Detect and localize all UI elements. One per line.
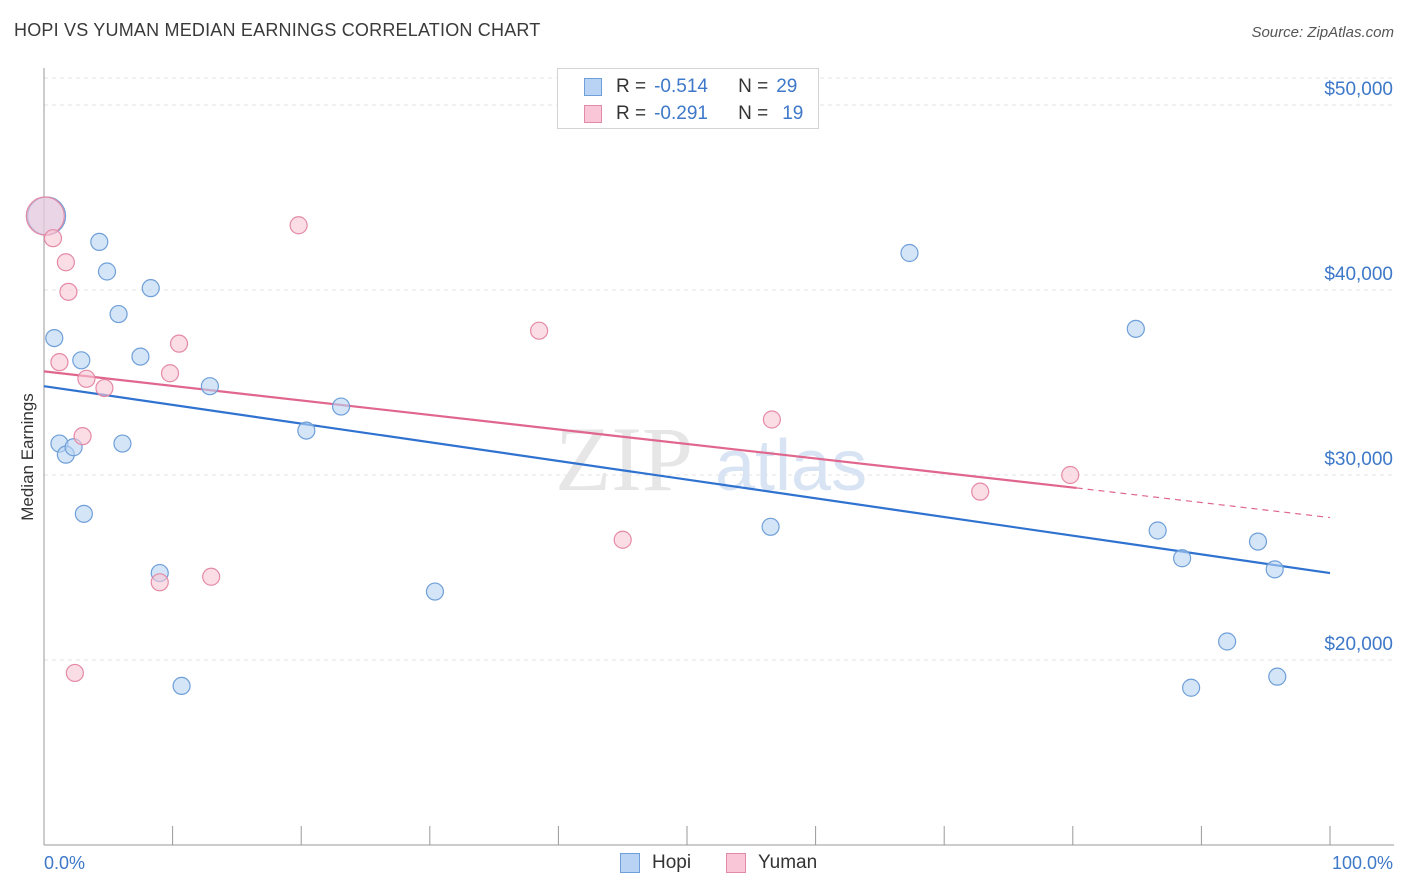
hopi-point xyxy=(297,421,316,440)
chart-title: HOPI VS YUMAN MEDIAN EARNINGS CORRELATIO… xyxy=(14,20,541,40)
hopi-point xyxy=(90,232,109,251)
yuman-trend-extension xyxy=(1076,487,1331,519)
yuman-point xyxy=(59,282,78,301)
hopi-point xyxy=(131,347,150,366)
y-tick-label: $30,000 xyxy=(1324,449,1393,470)
n-label: N = xyxy=(738,103,769,124)
hopi-n-value: 29 xyxy=(776,76,798,97)
hopi-point xyxy=(1182,678,1201,697)
x-tick-label: 0.0% xyxy=(44,853,85,873)
hopi-point xyxy=(45,329,64,348)
hopi-point xyxy=(113,434,132,453)
yuman-point xyxy=(65,663,84,683)
hopi-point xyxy=(900,243,919,263)
hopi-swatch xyxy=(584,78,602,96)
hopi-point xyxy=(74,504,93,523)
hopi-point xyxy=(1248,532,1268,551)
yuman-point xyxy=(25,196,65,236)
hopi-trend-line xyxy=(43,385,1331,575)
hopi-point xyxy=(425,582,445,601)
yuman-point xyxy=(762,410,781,429)
hopi-point xyxy=(331,397,351,416)
hopi-legend-swatch xyxy=(620,853,640,873)
yuman-point xyxy=(95,378,114,398)
x-tick-labels: 0.0% 100.0% xyxy=(44,853,1393,873)
correlation-legend: R = -0.514 N = 29 R = -0.291 N = 19 xyxy=(557,68,819,129)
bottom-legend-yuman: Yuman xyxy=(726,852,817,874)
yuman-r-value: -0.291 xyxy=(654,103,708,124)
watermark-zip: ZIP xyxy=(555,408,693,510)
hopi-point xyxy=(172,676,191,696)
yuman-point xyxy=(971,482,990,501)
watermark-atlas: atlas xyxy=(715,426,867,506)
hopi-point xyxy=(72,351,91,370)
source-credit: Source: ZipAtlas.com xyxy=(1251,24,1394,41)
yuman-point xyxy=(43,229,63,248)
hopi-point xyxy=(109,304,128,324)
hopi-point xyxy=(761,517,780,536)
watermark: ZIP atlas xyxy=(555,408,867,510)
y-tick-label: $20,000 xyxy=(1324,634,1393,655)
yuman-point xyxy=(50,353,69,372)
yuman-legend-label: Yuman xyxy=(758,852,818,873)
hopi-point xyxy=(1265,560,1284,579)
yuman-point xyxy=(56,253,75,272)
legend-row-hopi: R = -0.514 N = 29 xyxy=(584,75,797,99)
y-tick-label: $40,000 xyxy=(1324,264,1393,285)
hopi-legend-label: Hopi xyxy=(652,852,692,873)
yuman-n-value: 19 xyxy=(782,103,804,124)
data-points xyxy=(25,196,1287,697)
grid-lines xyxy=(44,77,1394,661)
y-tick-labels: $20,000 $30,000 $40,000 $50,000 xyxy=(1324,79,1393,655)
yuman-point xyxy=(613,530,632,549)
x-tick-label: 100.0% xyxy=(1332,853,1393,873)
hopi-point xyxy=(1218,632,1237,651)
yuman-point xyxy=(77,369,96,388)
yuman-point xyxy=(73,427,92,446)
yuman-point xyxy=(150,573,169,592)
hopi-r-value: -0.514 xyxy=(654,76,708,97)
hopi-point xyxy=(1126,319,1145,338)
n-label: N = xyxy=(738,76,769,97)
yuman-legend-swatch xyxy=(726,853,746,873)
yuman-point xyxy=(202,567,221,586)
hopi-point xyxy=(97,262,117,281)
y-axis-label: Median Earnings xyxy=(18,393,37,521)
r-label: R = xyxy=(616,103,647,124)
hopi-point xyxy=(1268,667,1287,686)
yuman-point xyxy=(289,216,308,235)
bottom-legend-hopi: Hopi xyxy=(620,852,691,874)
hopi-point xyxy=(141,279,160,298)
yuman-point xyxy=(530,321,549,340)
yuman-point xyxy=(1061,465,1080,485)
hopi-point xyxy=(1148,521,1167,540)
legend-row-yuman: R = -0.291 N = 19 xyxy=(584,102,803,126)
yuman-point xyxy=(160,364,180,383)
yuman-point xyxy=(169,334,189,353)
hopi-point xyxy=(200,377,219,396)
y-tick-label: $50,000 xyxy=(1324,79,1393,100)
r-label: R = xyxy=(616,76,647,97)
yuman-swatch xyxy=(584,105,602,123)
hopi-point xyxy=(1173,549,1192,568)
